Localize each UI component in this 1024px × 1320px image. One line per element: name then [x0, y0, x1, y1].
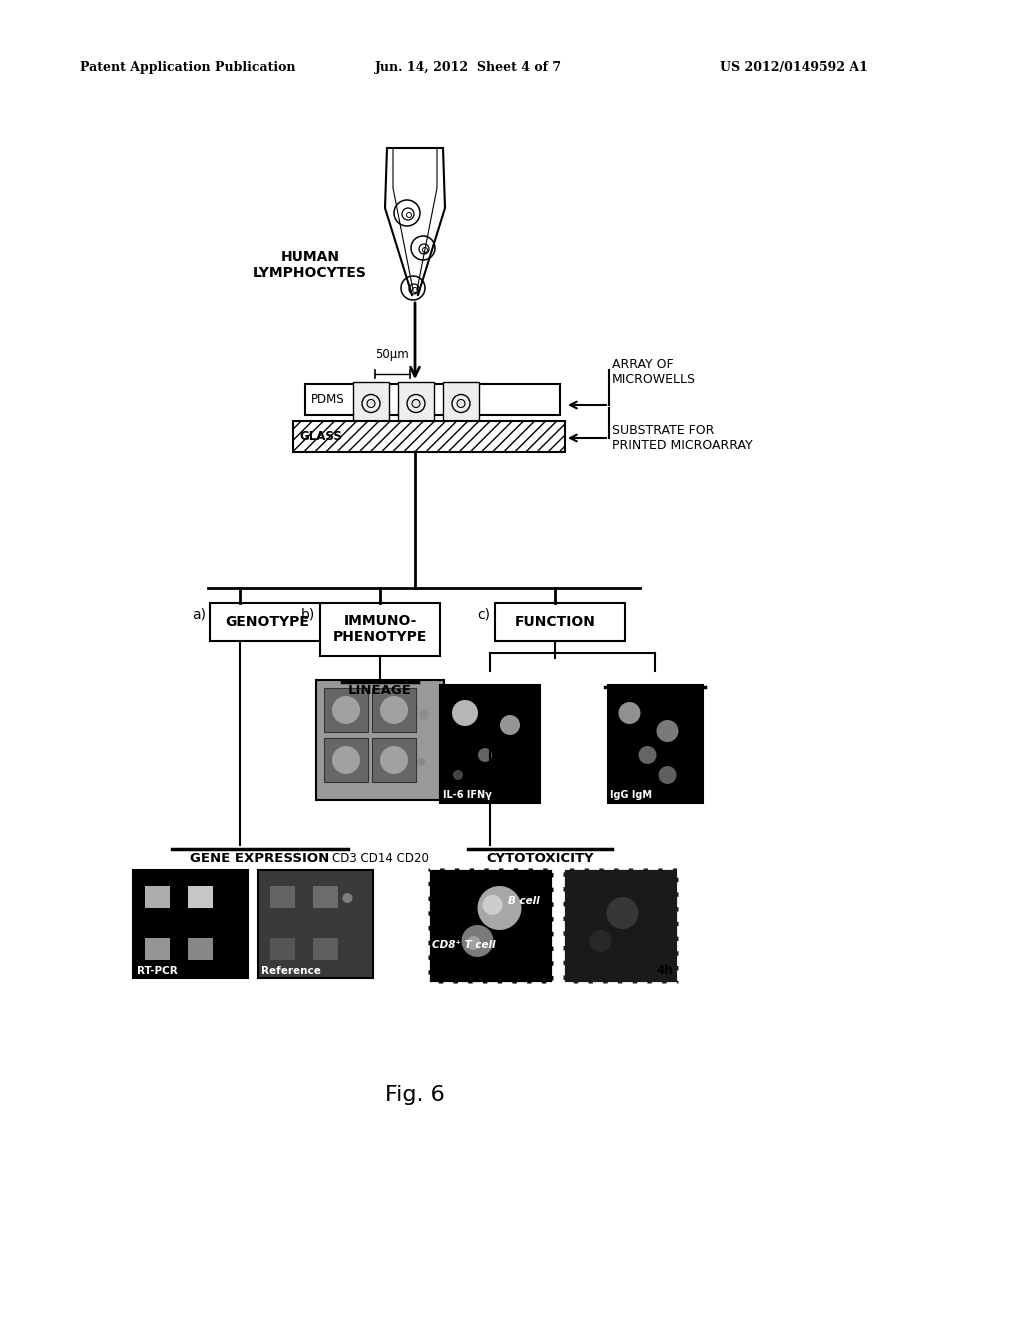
Text: US 2012/0149592 A1: US 2012/0149592 A1 [720, 62, 868, 74]
Circle shape [467, 936, 480, 950]
Circle shape [332, 696, 360, 723]
Bar [187, 939, 213, 960]
Text: CYTOTOXICITY: CYTOTOXICITY [486, 851, 594, 865]
Bar [144, 939, 170, 960]
Bar [398, 381, 434, 425]
Bar [427, 869, 553, 983]
Circle shape [452, 700, 478, 726]
Bar [562, 869, 678, 983]
Circle shape [419, 710, 429, 719]
Bar [324, 738, 368, 781]
Circle shape [618, 702, 640, 723]
Bar [187, 886, 213, 908]
Text: 4h: 4h [656, 964, 674, 977]
Bar [443, 381, 479, 425]
Bar [312, 886, 338, 908]
Text: a): a) [193, 609, 206, 622]
Circle shape [417, 758, 425, 766]
Text: B cell: B cell [508, 896, 539, 906]
Circle shape [656, 719, 679, 742]
Circle shape [590, 931, 611, 952]
Circle shape [658, 766, 677, 784]
Text: LINEAGE: LINEAGE [348, 685, 412, 697]
Text: CD8⁺ T cell: CD8⁺ T cell [431, 940, 495, 950]
Text: PDMS: PDMS [311, 393, 345, 407]
Circle shape [380, 696, 408, 723]
Circle shape [332, 746, 360, 774]
Circle shape [342, 894, 352, 903]
Bar [440, 685, 540, 803]
Bar [372, 738, 416, 781]
Text: RT-PCR: RT-PCR [136, 966, 177, 975]
Circle shape [500, 715, 520, 735]
Text: Fig. 6: Fig. 6 [385, 1085, 444, 1105]
Text: SUBSTRATE FOR
PRINTED MICROARRAY: SUBSTRATE FOR PRINTED MICROARRAY [612, 424, 753, 451]
Bar [319, 603, 440, 656]
Circle shape [453, 770, 463, 780]
Text: b): b) [301, 609, 315, 622]
Bar [495, 603, 625, 642]
Text: Jun. 14, 2012  Sheet 4 of 7: Jun. 14, 2012 Sheet 4 of 7 [375, 62, 562, 74]
Bar [269, 939, 295, 960]
Bar [293, 421, 565, 451]
Text: CYTOKINES: CYTOKINES [447, 689, 532, 702]
Circle shape [380, 746, 408, 774]
Bar [144, 886, 170, 908]
Text: IgG IgM: IgG IgM [610, 789, 652, 800]
Bar [316, 680, 444, 800]
Bar [257, 870, 373, 978]
Text: IMMUNO-
PHENOTYPE: IMMUNO- PHENOTYPE [333, 614, 427, 644]
Bar [312, 939, 338, 960]
Text: FUNCTION: FUNCTION [515, 615, 595, 630]
Circle shape [478, 748, 492, 762]
Text: GENOTYPE: GENOTYPE [225, 615, 309, 630]
Bar [607, 685, 702, 803]
Text: HUMAN
LYMPHOCYTES: HUMAN LYMPHOCYTES [253, 249, 367, 280]
Text: ANTIBODIES: ANTIBODIES [609, 689, 700, 702]
Bar [210, 603, 325, 642]
Text: IL-6 IFNγ: IL-6 IFNγ [443, 789, 492, 800]
Text: 50μm: 50μm [376, 348, 410, 360]
Text: c): c) [477, 609, 490, 622]
Bar [324, 688, 368, 733]
Bar [353, 381, 389, 425]
Circle shape [606, 898, 639, 929]
Text: 0h: 0h [532, 964, 549, 977]
Bar [132, 870, 248, 978]
Circle shape [462, 925, 494, 957]
Text: GLASS: GLASS [299, 430, 342, 444]
Text: ARRAY OF
MICROWELLS: ARRAY OF MICROWELLS [612, 358, 696, 385]
Bar [305, 384, 560, 414]
Bar [269, 886, 295, 908]
Circle shape [477, 886, 521, 931]
Text: Reference: Reference [261, 966, 322, 975]
Circle shape [482, 895, 503, 915]
Text: Patent Application Publication: Patent Application Publication [80, 62, 296, 74]
Bar [372, 688, 416, 733]
Text: GENE EXPRESSION: GENE EXPRESSION [190, 851, 330, 865]
Text: CD3 CD14 CD20: CD3 CD14 CD20 [332, 851, 428, 865]
Circle shape [639, 746, 656, 764]
